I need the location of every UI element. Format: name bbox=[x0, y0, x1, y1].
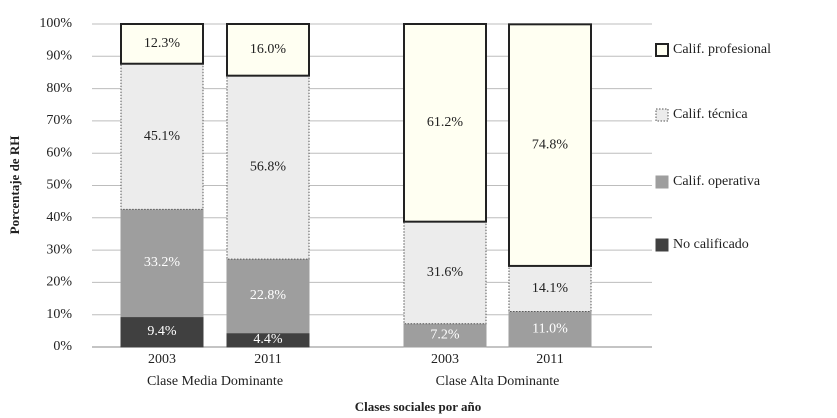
value-label: 12.3% bbox=[144, 36, 181, 51]
bar-segment bbox=[120, 208, 204, 318]
x-tick-label: 2003 bbox=[431, 352, 459, 367]
bar-segment bbox=[508, 265, 592, 312]
y-tick-label: 60% bbox=[46, 145, 72, 160]
legend-swatch bbox=[655, 43, 669, 57]
bar-segment bbox=[403, 23, 487, 223]
bar-segment bbox=[120, 63, 204, 210]
bar-segment bbox=[226, 258, 310, 334]
y-tick-label: 90% bbox=[46, 49, 72, 64]
value-label: 22.8% bbox=[250, 288, 287, 303]
value-label: 9.4% bbox=[147, 324, 177, 339]
value-label: 4.4% bbox=[253, 332, 283, 347]
legend-label: Calif. técnica bbox=[673, 107, 748, 122]
legend-label: No calificado bbox=[673, 237, 749, 252]
legend-swatch bbox=[655, 238, 669, 252]
value-label: 11.0% bbox=[532, 321, 568, 336]
bar-segment bbox=[403, 221, 487, 325]
group-label: Clase Media Dominante bbox=[147, 374, 283, 389]
legend-label: Calif. profesional bbox=[673, 42, 771, 57]
y-axis-title: Porcentaje de RH bbox=[7, 136, 22, 235]
bar-segment bbox=[508, 23, 592, 267]
value-label: 61.2% bbox=[427, 115, 464, 130]
bar-segment bbox=[120, 23, 204, 65]
value-label: 14.1% bbox=[532, 281, 569, 296]
legend-swatch bbox=[655, 108, 669, 122]
bar-segment bbox=[226, 23, 310, 77]
y-tick-label: 50% bbox=[46, 178, 72, 193]
bar-segment bbox=[508, 310, 592, 348]
x-tick-label: 2011 bbox=[536, 352, 563, 367]
bar-segment bbox=[226, 75, 310, 260]
group-label: Clase Alta Dominante bbox=[436, 374, 560, 389]
value-label: 45.1% bbox=[144, 129, 181, 144]
value-label: 31.6% bbox=[427, 265, 464, 280]
value-label: 16.0% bbox=[250, 42, 287, 57]
value-label: 33.2% bbox=[144, 255, 181, 270]
x-tick-label: 2003 bbox=[148, 352, 176, 367]
y-tick-label: 80% bbox=[46, 81, 72, 96]
y-tick-label: 0% bbox=[53, 339, 72, 354]
x-axis-title: Clases sociales por año bbox=[355, 399, 482, 414]
y-tick-label: 70% bbox=[46, 113, 72, 128]
y-tick-label: 100% bbox=[39, 16, 72, 31]
y-tick-label: 40% bbox=[46, 210, 72, 225]
bar-segment bbox=[120, 316, 204, 348]
legend-label: Calif. operativa bbox=[673, 174, 761, 189]
x-tick-label: 2011 bbox=[254, 352, 281, 367]
y-tick-label: 20% bbox=[46, 275, 72, 290]
value-label: 7.2% bbox=[430, 328, 460, 343]
value-label: 56.8% bbox=[250, 160, 287, 175]
y-tick-label: 10% bbox=[46, 307, 72, 322]
y-tick-label: 30% bbox=[46, 242, 72, 257]
legend-swatch bbox=[655, 175, 669, 189]
value-label: 74.8% bbox=[532, 137, 569, 152]
